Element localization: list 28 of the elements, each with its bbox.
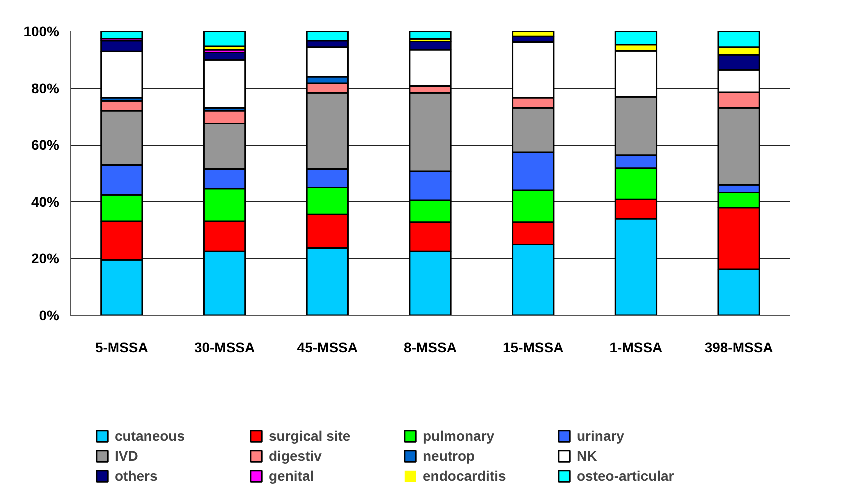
- y-tick-label: 80%: [31, 80, 60, 96]
- y-tick-label: 20%: [31, 250, 60, 267]
- x-tick-label: 398-MSSA: [704, 340, 774, 356]
- x-tick-label: 8-MSSA: [404, 340, 457, 356]
- legend-label: urinary: [577, 428, 626, 444]
- x-tick-label: 1-MSSA: [610, 340, 663, 356]
- x-tick-label: 45-MSSA: [297, 340, 358, 356]
- legend-label: cutaneous: [115, 428, 186, 444]
- x-tick-label: 5-MSSA: [95, 340, 148, 356]
- legend-label: endocarditis: [423, 468, 508, 484]
- legend-label: others: [115, 468, 159, 484]
- y-tick-label: 40%: [31, 194, 60, 210]
- bar: [100, 32, 144, 40]
- y-tick-label: 60%: [31, 137, 60, 154]
- x-tick-label: 15-MSSA: [503, 340, 564, 356]
- legend-label: genital: [269, 468, 316, 484]
- bar: [409, 32, 452, 40]
- y-tick-label: 0%: [39, 308, 60, 324]
- legend-label: osteo-articular: [577, 468, 676, 484]
- legend-label: pulmonary: [423, 428, 496, 444]
- legend-label: digestiv: [269, 448, 323, 464]
- x-tick-label: 30-MSSA: [194, 340, 256, 356]
- bar: [203, 32, 246, 48]
- legend-label: NK: [577, 448, 598, 464]
- legend-label: IVD: [115, 448, 140, 464]
- y-tick-label: 100%: [24, 24, 60, 40]
- legend-label: neutrop: [423, 448, 476, 464]
- legend-label: surgical site: [269, 428, 352, 444]
